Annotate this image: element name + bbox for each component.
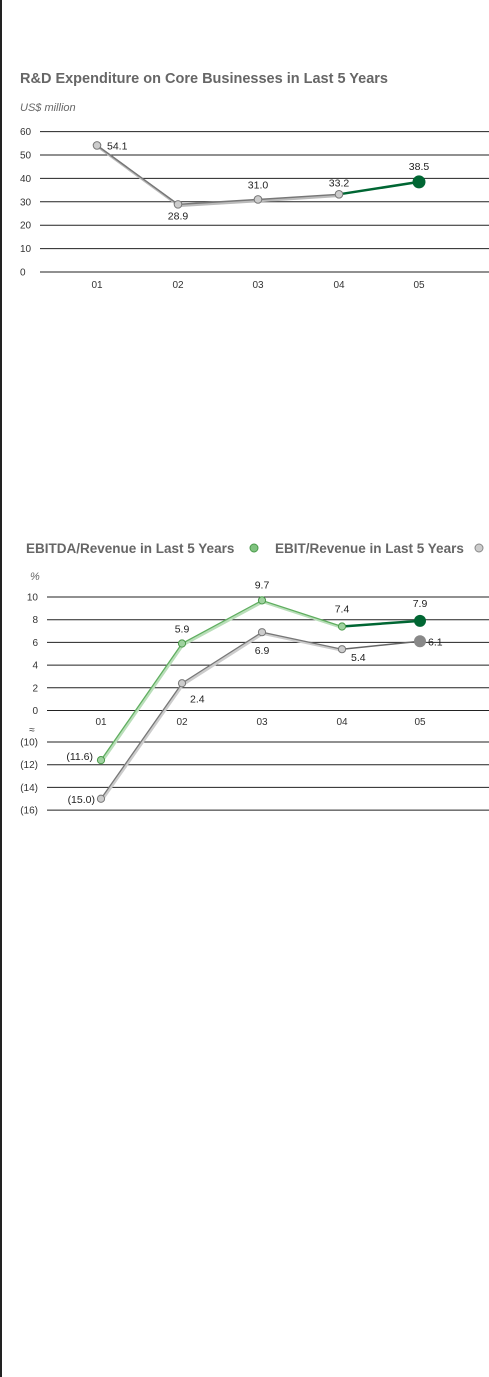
data-point (177, 639, 187, 648)
y-tick-label: 6 (32, 638, 38, 649)
rd-expenditure-chart: R&D Expenditure on Core Businesses in La… (20, 71, 489, 291)
y-tick-label: (10) (20, 738, 38, 749)
series-line-highlight (338, 180, 420, 196)
data-point (257, 628, 267, 637)
series-line (96, 144, 340, 206)
legend-ebitda-label: EBITDA/Revenue in Last 5 Years (26, 541, 234, 556)
data-point (96, 756, 106, 765)
data-label: 9.7 (255, 579, 270, 591)
x-tick-label: 04 (333, 280, 345, 291)
y-tick-label: 0 (32, 706, 38, 717)
data-point (96, 794, 106, 803)
series-line (100, 599, 343, 761)
x-tick-label: 02 (176, 717, 188, 728)
data-label: 31.0 (248, 179, 269, 191)
series-line (100, 631, 343, 800)
data-point-highlight (414, 635, 426, 648)
y-tick-label: 8 (32, 615, 38, 626)
series-line-shadow (100, 632, 344, 801)
data-point-highlight (412, 175, 426, 189)
data-point (92, 141, 102, 150)
y-tick-label: 30 (20, 197, 32, 208)
data-point (253, 195, 263, 204)
x-tick-label: 05 (413, 280, 425, 291)
data-label: 28.9 (168, 210, 189, 222)
data-label: 5.4 (351, 652, 366, 664)
y-tick-label: 2 (32, 683, 38, 694)
data-label: 38.5 (409, 161, 430, 173)
x-tick-label: 01 (95, 717, 107, 728)
legend-ebit-marker (474, 543, 484, 553)
left-border-rule (0, 0, 2, 1377)
y-tick-label: 0 (20, 268, 26, 279)
x-tick-label: 02 (172, 280, 184, 291)
data-point (337, 622, 347, 631)
legend-ebitda: EBITDA/Revenue in Last 5 Years (26, 541, 259, 556)
data-label: 54.1 (107, 140, 128, 152)
y-tick-label: (12) (20, 760, 38, 771)
data-label: 2.4 (190, 693, 205, 705)
data-label: 7.9 (413, 598, 428, 610)
data-point (337, 645, 347, 654)
data-label: 6.1 (428, 636, 443, 648)
data-label: 5.9 (175, 624, 190, 636)
unit-label: % (30, 571, 40, 583)
x-tick-label: 01 (91, 280, 103, 291)
chart-title: R&D Expenditure on Core Businesses in La… (20, 71, 388, 87)
series-line-highlight (341, 640, 421, 650)
data-point (257, 596, 267, 605)
data-label: 33.2 (329, 177, 350, 189)
series-line-shadow (100, 600, 344, 763)
y-tick-label: (14) (20, 783, 38, 794)
legend-ebit: EBIT/Revenue in Last 5 Years (275, 541, 484, 556)
data-label: (15.0) (68, 794, 95, 806)
data-point (334, 190, 344, 199)
x-tick-label: 03 (256, 717, 268, 728)
unit-label: US$ million (20, 102, 76, 114)
x-tick-label: 04 (336, 717, 348, 728)
legend-ebitda-marker (249, 543, 259, 553)
x-tick-label: 03 (252, 280, 264, 291)
series-line-highlight (341, 619, 421, 628)
y-tick-label: 60 (20, 127, 32, 138)
data-point-highlight (414, 614, 426, 627)
legend-ebit-label: EBIT/Revenue in Last 5 Years (275, 541, 464, 556)
data-label: 6.9 (255, 645, 270, 657)
y-tick-label: 50 (20, 151, 32, 162)
axis-break-symbol: ≈ (29, 725, 35, 736)
y-tick-label: 10 (20, 244, 32, 255)
data-label: (11.6) (66, 751, 93, 763)
data-point (173, 200, 183, 209)
y-tick-label: 10 (27, 593, 39, 604)
y-tick-label: 4 (32, 661, 38, 672)
x-tick-label: 05 (414, 717, 426, 728)
y-tick-label: 40 (20, 174, 32, 185)
data-label: 7.4 (335, 604, 350, 616)
y-tick-label: (16) (20, 806, 38, 817)
y-tick-label: 20 (20, 221, 32, 232)
data-point (177, 679, 187, 688)
ebitda-ebit-revenue-chart: EBITDA/Revenue in Last 5 Years EBIT/Reve… (20, 541, 489, 817)
